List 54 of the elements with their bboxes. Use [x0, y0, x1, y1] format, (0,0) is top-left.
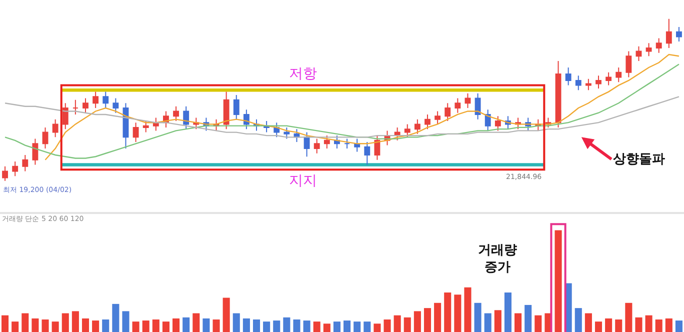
- annotation: 상향돌파: [613, 152, 665, 167]
- candlestick: [152, 117, 159, 132]
- candlestick: [233, 94, 240, 120]
- candlestick: [72, 99, 78, 115]
- candlestick: [304, 132, 310, 158]
- candlestick: [243, 109, 250, 130]
- candlestick: [585, 78, 592, 91]
- candlestick: [414, 118, 420, 134]
- candlestick: [606, 72, 612, 86]
- candlestick: [132, 122, 139, 143]
- candlestick: [12, 160, 18, 177]
- candlestick: [555, 60, 562, 128]
- candlestick: [223, 91, 230, 130]
- candlestick: [404, 124, 410, 138]
- candlestick: [484, 109, 491, 132]
- candlestick: [52, 118, 58, 138]
- candlestick: [22, 154, 28, 172]
- candlestick: [434, 110, 441, 125]
- candlestick: [32, 138, 38, 166]
- candlestick: [42, 126, 48, 150]
- candlestick: [464, 92, 471, 108]
- band-label: 지지: [289, 173, 317, 189]
- candlestick: [646, 42, 652, 57]
- candlestick: [636, 46, 642, 62]
- candlestick: [344, 138, 350, 150]
- candlestick: [62, 102, 68, 130]
- candlestick: [183, 106, 190, 130]
- candlestick: [454, 98, 461, 114]
- candlestick: [2, 166, 8, 182]
- candlestick: [575, 75, 582, 91]
- candlestick: [444, 102, 451, 122]
- candlestick: [102, 91, 109, 108]
- candlestick: [676, 26, 682, 42]
- candlestick: [92, 91, 99, 108]
- candlestick: [494, 116, 501, 132]
- candlestick: [142, 120, 149, 133]
- candlestick: [424, 114, 430, 130]
- candlestick: [596, 75, 602, 90]
- candlestick: [112, 98, 119, 114]
- candlestick: [364, 142, 370, 166]
- candlestick: [374, 135, 380, 160]
- candlestick: [666, 18, 672, 49]
- candlestick: [82, 98, 88, 114]
- candlestick: [284, 126, 290, 140]
- candlestick: [474, 92, 481, 120]
- candlestick: [626, 50, 632, 78]
- candlestick: [616, 66, 622, 83]
- candlestick: [324, 135, 330, 150]
- candlestick: [565, 66, 572, 86]
- candlestick: [656, 38, 662, 54]
- candlestick: [314, 138, 320, 154]
- band-label: 저항: [289, 66, 317, 82]
- candlestick: [173, 106, 179, 122]
- annotation: 거래량 증가: [478, 243, 517, 275]
